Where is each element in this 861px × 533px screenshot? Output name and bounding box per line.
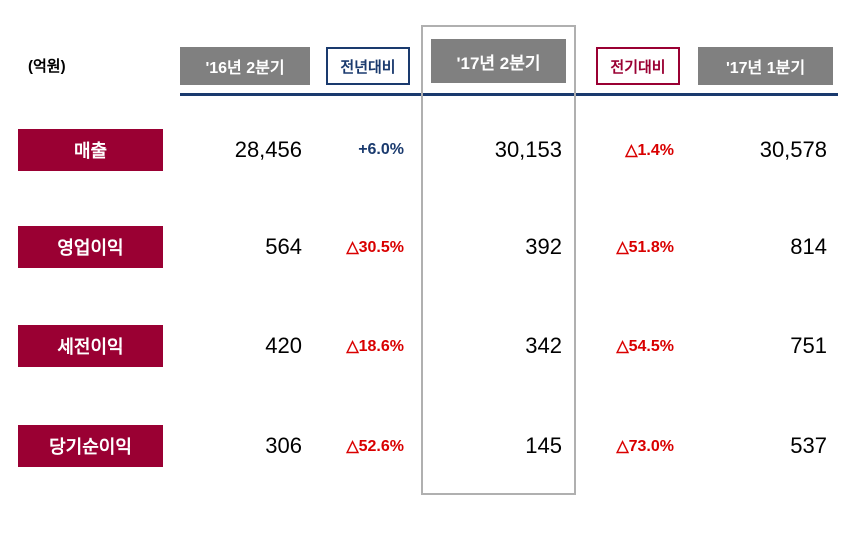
data-cell: 30,578 xyxy=(695,129,835,171)
data-cell: 145 xyxy=(425,425,570,467)
data-cell: 306 xyxy=(180,425,310,467)
change-cell: △18.6% xyxy=(318,325,410,367)
change-cell: △30.5% xyxy=(318,226,410,268)
row-label: 영업이익 xyxy=(18,226,163,268)
data-cell: 537 xyxy=(695,425,835,467)
change-cell: △73.0% xyxy=(588,425,680,467)
header-yoy: 전년대비 xyxy=(326,47,410,85)
data-cell: 30,153 xyxy=(425,129,570,171)
header-16q2: '16년 2분기 xyxy=(180,47,310,85)
header-17q1: '17년 1분기 xyxy=(698,47,833,85)
change-cell: +6.0% xyxy=(318,129,410,171)
row-label: 당기순이익 xyxy=(18,425,163,467)
data-cell: 751 xyxy=(695,325,835,367)
financial-table: (억원) '16년 2분기 전년대비 '17년 2분기 전기대비 '17년 1분… xyxy=(0,0,861,533)
header-qoq: 전기대비 xyxy=(596,47,680,85)
unit-label: (억원) xyxy=(28,55,66,76)
data-cell: 28,456 xyxy=(180,129,310,171)
row-label: 매출 xyxy=(18,129,163,171)
row-label: 세전이익 xyxy=(18,325,163,367)
data-cell: 814 xyxy=(695,226,835,268)
data-cell: 342 xyxy=(425,325,570,367)
change-cell: △52.6% xyxy=(318,425,410,467)
header-17q2: '17년 2분기 xyxy=(431,39,566,83)
change-cell: △1.4% xyxy=(588,129,680,171)
change-cell: △51.8% xyxy=(588,226,680,268)
data-cell: 420 xyxy=(180,325,310,367)
data-cell: 392 xyxy=(425,226,570,268)
data-cell: 564 xyxy=(180,226,310,268)
header-divider xyxy=(180,93,838,96)
change-cell: △54.5% xyxy=(588,325,680,367)
